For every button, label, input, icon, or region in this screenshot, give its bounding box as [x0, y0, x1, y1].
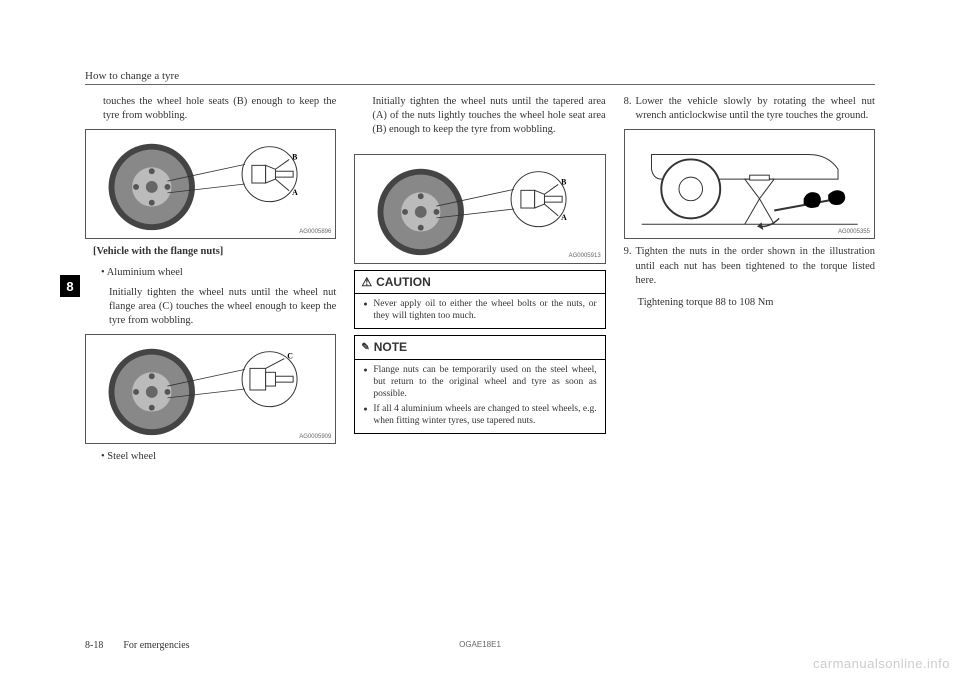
figure-id: AG0005355 — [838, 228, 870, 236]
content-columns: touches the wheel hole seats (B) enough … — [85, 95, 875, 575]
col2-intro: Initially tighten the wheel nuts until t… — [372, 95, 605, 138]
note-icon: ✎ — [361, 341, 369, 355]
step-8: 8. Lower the vehicle slowly by rotating … — [624, 95, 875, 123]
figure-wheel-taper-ab-2: B A AG0005913 — [354, 154, 605, 264]
aluminium-wheel-label: • Aluminium wheel — [101, 266, 336, 280]
figure-id: AG0005896 — [299, 228, 331, 236]
note-title: ✎ NOTE — [355, 336, 604, 359]
col1-intro: touches the wheel hole seats (B) enough … — [103, 95, 336, 123]
step-number: 8. — [624, 95, 632, 123]
step-text: Lower the vehicle slowly by rotating the… — [636, 95, 875, 123]
caution-item: Never apply oil to either the wheel bolt… — [363, 298, 596, 323]
note-box: ✎ NOTE Flange nuts can be temporarily us… — [354, 335, 605, 434]
step-number: 9. — [624, 245, 632, 288]
page-number: 8-18 — [85, 640, 103, 651]
column-3: 8. Lower the vehicle slowly by rotating … — [624, 95, 875, 575]
column-2: Initially tighten the wheel nuts until t… — [354, 95, 605, 575]
step-9: 9. Tighten the nuts in the order shown i… — [624, 245, 875, 288]
torque-spec: Tightening torque 88 to 108 Nm — [638, 296, 875, 310]
caution-title: ⚠ CAUTION — [355, 271, 604, 294]
figure-lower-jack: AG0005355 — [624, 129, 875, 239]
caution-box: ⚠ CAUTION Never apply oil to either the … — [354, 270, 605, 330]
figure-id: AG0005909 — [299, 433, 331, 441]
page-footer: 8-18 For emergencies OGAE18E1 — [85, 640, 875, 651]
page-header: How to change a tyre — [85, 70, 875, 85]
note-item: Flange nuts can be temporarily used on t… — [363, 364, 596, 401]
warning-icon: ⚠ — [361, 274, 372, 290]
svg-text:A: A — [561, 212, 567, 221]
svg-text:A: A — [292, 188, 298, 197]
svg-text:B: B — [292, 153, 298, 162]
manual-page: How to change a tyre touches the wheel h… — [85, 70, 875, 649]
column-1: touches the wheel hole seats (B) enough … — [85, 95, 336, 575]
chapter-tab: 8 — [60, 275, 80, 297]
section-name: For emergencies — [123, 640, 189, 651]
caution-body: Never apply oil to either the wheel bolt… — [355, 294, 604, 329]
note-label: NOTE — [374, 339, 407, 355]
figure-id: AG0005913 — [569, 252, 601, 260]
header-title: How to change a tyre — [85, 70, 179, 82]
note-item: If all 4 aluminium wheels are changed to… — [363, 403, 596, 428]
flange-nuts-heading: [Vehicle with the flange nuts] — [93, 245, 336, 259]
svg-text:C: C — [287, 352, 293, 361]
aluminium-wheel-text: Initially tighten the wheel nuts until t… — [109, 286, 336, 329]
step-text: Tighten the nuts in the order shown in t… — [636, 245, 875, 288]
doc-code: OGAE18E1 — [459, 640, 501, 649]
steel-wheel-label: • Steel wheel — [101, 450, 336, 464]
figure-wheel-flange-c: C AG0005909 — [85, 334, 336, 444]
note-body: Flange nuts can be temporarily used on t… — [355, 360, 604, 434]
svg-text:B: B — [561, 177, 567, 186]
caution-label: CAUTION — [376, 274, 431, 290]
figure-wheel-taper-ab: B A AG0005896 — [85, 129, 336, 239]
watermark: carmanualsonline.info — [813, 656, 950, 671]
